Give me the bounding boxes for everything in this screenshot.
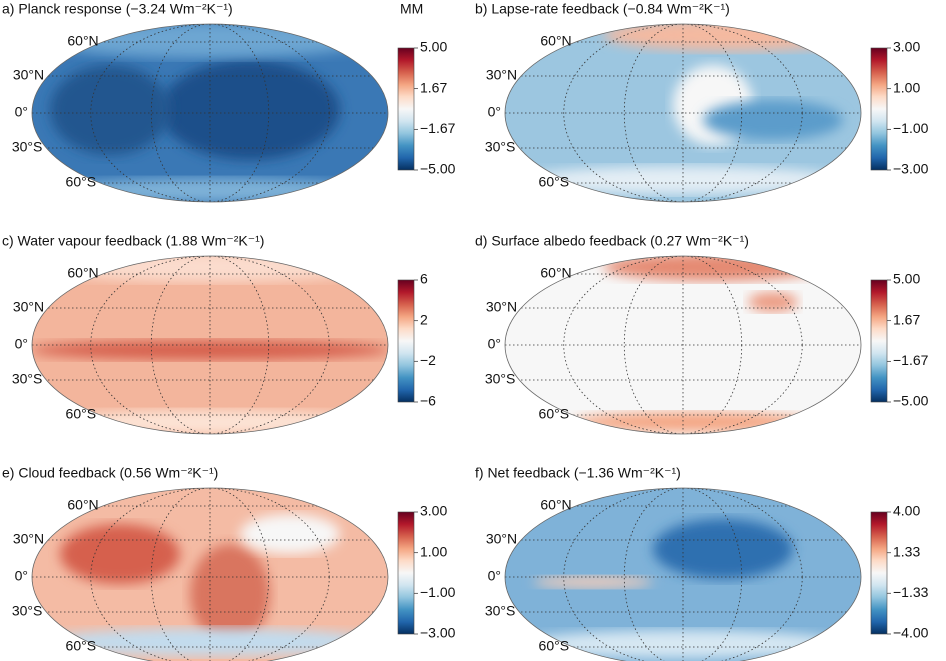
panel: a) Planck response (−3.24 Wm⁻²K⁻¹) 60°N 30… bbox=[2, 1, 456, 203]
lat-label: 60°S bbox=[66, 406, 97, 422]
panel-title: a) Planck response (−3.24 Wm⁻²K⁻¹) bbox=[2, 1, 233, 17]
lat-label: 30°S bbox=[12, 603, 43, 619]
map bbox=[32, 24, 388, 202]
lat-label: 0° bbox=[15, 568, 28, 584]
lat-label: 30°N bbox=[486, 67, 517, 83]
colorbar-tick-label: −5.00 bbox=[420, 161, 456, 177]
lat-label: 30°S bbox=[485, 603, 516, 619]
map-outline bbox=[504, 23, 862, 203]
map bbox=[32, 488, 388, 661]
colorbar-tick-label: −3.00 bbox=[893, 161, 929, 177]
colorbar-tick-label: −1.67 bbox=[893, 352, 929, 368]
panel-title: b) Lapse-rate feedback (−0.84 Wm⁻²K⁻¹) bbox=[475, 1, 730, 17]
colorbar-tick-label: −1.67 bbox=[420, 120, 456, 136]
lat-label: 0° bbox=[488, 104, 501, 120]
colorbar-tick-label: 3.00 bbox=[420, 503, 447, 519]
colorbar-tick-label: −1.00 bbox=[420, 584, 456, 600]
panel: f) Net feedback (−1.36 Wm⁻²K⁻¹) 60°N 30°N 0… bbox=[475, 465, 929, 661]
lat-label: 0° bbox=[15, 336, 28, 352]
colorbar-tick-label: 1.00 bbox=[893, 79, 920, 95]
panel: b) Lapse-rate feedback (−0.84 Wm⁻²K⁻¹) 60… bbox=[475, 1, 929, 203]
lat-label: 30°S bbox=[485, 139, 516, 155]
colorbar-tick-label: −2 bbox=[420, 352, 436, 368]
colorbar-tick-label: 1.00 bbox=[420, 543, 447, 559]
colorbar bbox=[397, 47, 415, 171]
colorbar bbox=[870, 279, 888, 403]
lat-label: 60°S bbox=[66, 174, 97, 190]
lat-label: 60°N bbox=[540, 265, 571, 281]
lat-label: 30°S bbox=[485, 371, 516, 387]
panel-title: c) Water vapour feedback (1.88 Wm⁻²K⁻¹) bbox=[2, 233, 264, 249]
colorbar-tick-label: 5.00 bbox=[420, 39, 447, 55]
lat-label: 60°S bbox=[66, 638, 97, 654]
lat-label: 60°N bbox=[67, 33, 98, 49]
colorbar-tick-label: −3.00 bbox=[420, 625, 456, 641]
lat-label: 60°N bbox=[540, 497, 571, 513]
panel: c) Water vapour feedback (1.88 Wm⁻²K⁻¹) 6… bbox=[2, 233, 436, 435]
map-outline bbox=[31, 487, 389, 661]
colorbar-tick-label: −4.00 bbox=[893, 625, 929, 641]
panel: d) Surface albedo feedback (0.27 Wm⁻²K⁻¹… bbox=[475, 233, 929, 435]
panel-title: d) Surface albedo feedback (0.27 Wm⁻²K⁻¹… bbox=[475, 233, 749, 249]
panel-title: f) Net feedback (−1.36 Wm⁻²K⁻¹) bbox=[475, 465, 681, 481]
colorbar bbox=[870, 511, 888, 635]
lat-label: 30°S bbox=[12, 371, 43, 387]
map bbox=[32, 256, 388, 434]
colorbar-tick-label: 4.00 bbox=[893, 503, 920, 519]
colorbar-tick-label: −1.33 bbox=[893, 584, 929, 600]
lat-label: 30°S bbox=[12, 139, 43, 155]
lat-label: 0° bbox=[488, 568, 501, 584]
map bbox=[505, 488, 861, 661]
model-label: MM bbox=[400, 1, 423, 17]
lat-label: 30°N bbox=[486, 531, 517, 547]
colorbar-tick-label: 2 bbox=[420, 311, 428, 327]
lat-label: 30°N bbox=[486, 299, 517, 315]
map-outline bbox=[504, 255, 862, 435]
lat-label: 60°N bbox=[67, 265, 98, 281]
lat-label: 0° bbox=[15, 104, 28, 120]
panel: e) Cloud feedback (0.56 Wm⁻²K⁻¹) 60°N 30°N… bbox=[2, 465, 456, 661]
panel-title: e) Cloud feedback (0.56 Wm⁻²K⁻¹) bbox=[2, 465, 218, 481]
lat-label: 30°N bbox=[13, 67, 44, 83]
colorbar-tick-label: −1.00 bbox=[893, 120, 929, 136]
colorbar-tick-label: −5.00 bbox=[893, 393, 929, 409]
colorbar-tick-label: 6 bbox=[420, 271, 428, 287]
lat-label: 30°N bbox=[13, 531, 44, 547]
map-outline bbox=[31, 23, 389, 203]
map-outline bbox=[31, 255, 389, 435]
colorbar-tick-label: 1.33 bbox=[893, 543, 920, 559]
lat-label: 30°N bbox=[13, 299, 44, 315]
lat-label: 60°N bbox=[540, 33, 571, 49]
lat-label: 60°N bbox=[67, 497, 98, 513]
colorbar-tick-label: −6 bbox=[420, 393, 436, 409]
colorbar-tick-label: 1.67 bbox=[420, 79, 447, 95]
lat-label: 60°S bbox=[539, 174, 570, 190]
colorbar-tick-label: 5.00 bbox=[893, 271, 920, 287]
colorbar bbox=[870, 47, 888, 171]
colorbar bbox=[397, 279, 415, 403]
colorbar bbox=[397, 511, 415, 635]
lat-label: 60°S bbox=[539, 406, 570, 422]
colorbar-tick-label: 3.00 bbox=[893, 39, 920, 55]
lat-label: 0° bbox=[488, 336, 501, 352]
lat-label: 60°S bbox=[539, 638, 570, 654]
map-outline bbox=[504, 487, 862, 661]
colorbar-tick-label: 1.67 bbox=[893, 311, 920, 327]
